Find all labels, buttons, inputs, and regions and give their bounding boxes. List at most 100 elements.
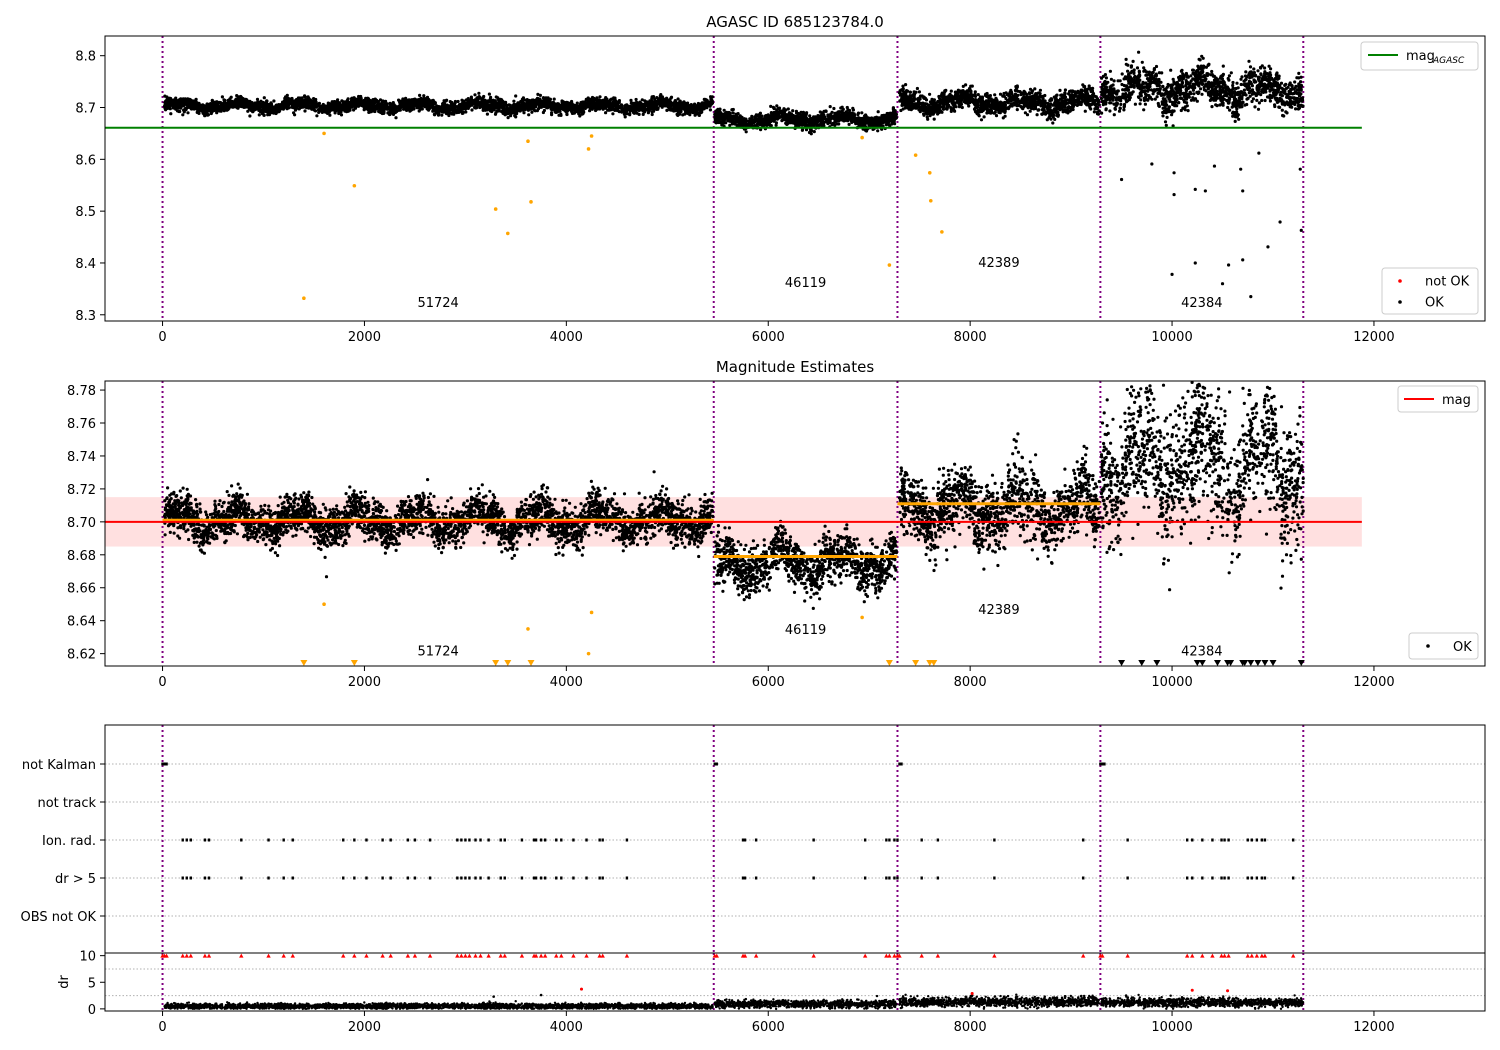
data-point [355,104,359,108]
data-point [181,113,185,117]
data-point [357,94,361,99]
data-point [449,111,453,115]
data-point [210,98,214,102]
data-point [650,110,654,114]
data-point [880,118,884,122]
data-point [300,105,304,109]
data-point [528,99,532,103]
data-point [210,110,214,114]
data-point [293,104,298,108]
data-point [375,98,379,103]
data-point [739,118,743,122]
data-point [605,99,609,103]
data-point [163,106,167,110]
data-point [780,119,784,123]
data-point [401,101,405,105]
data-point [728,111,732,115]
data-point [531,98,535,102]
data-point [733,122,737,126]
data-point [325,111,330,115]
data-point [237,95,241,99]
data-point [389,102,393,106]
data-point [437,108,441,112]
data-point [876,110,880,114]
data-point [367,105,371,109]
data-point [186,111,190,115]
data-point [654,107,659,111]
data-point [674,100,678,104]
data-point [449,101,453,105]
data-point [799,110,803,114]
data-point [313,109,318,113]
data-point [581,112,585,116]
data-point [329,106,333,111]
data-point [731,115,735,120]
data-point [555,110,560,114]
data-point [366,98,370,103]
data-point [637,108,641,112]
data-point [453,108,457,112]
data-point [527,106,531,110]
data-point [636,102,640,106]
data-point [713,118,717,122]
data-point [270,104,274,108]
data-point [473,93,477,97]
data-point [676,109,681,113]
data-point [391,112,396,116]
data-point [372,105,376,110]
data-point [256,102,260,106]
data-point [195,110,199,114]
data-point [192,105,196,109]
data-point [283,101,287,106]
data-point [513,114,517,118]
data-point [774,121,779,125]
data-point [657,97,661,101]
data-point [485,104,489,108]
data-point [539,105,543,109]
data-point [523,98,527,102]
data-point [360,100,364,104]
data-point [546,102,550,106]
data-point [647,105,652,109]
data-point [176,100,180,104]
data-point [166,105,170,109]
data-point [586,102,590,106]
data-point [398,108,402,112]
data-point [908,90,913,94]
data-point [353,97,357,101]
data-point [616,104,620,108]
data-point [494,95,498,99]
data-point [495,106,499,110]
data-point [508,108,512,112]
data-point [845,105,849,110]
data-point [749,122,754,126]
data-point [703,97,708,102]
data-point [650,100,654,105]
data-point [299,102,304,106]
data-point [736,117,740,121]
data-point [801,115,805,120]
data-point [696,107,700,111]
data-point [820,119,825,123]
data-point [500,98,504,102]
data-point [807,123,811,127]
data-point [873,123,877,127]
data-point [770,113,774,117]
data-point [589,97,594,101]
data-point [540,100,544,104]
data-point [423,101,427,105]
data-point [650,106,654,110]
data-point [341,106,345,110]
data-point [676,102,681,106]
data-point [710,101,714,105]
data-point [629,98,633,102]
data-point [724,112,728,116]
data-point [683,107,687,111]
data-point [176,105,180,110]
data-point [301,100,305,104]
data-point [552,97,556,101]
data-point [221,102,225,106]
data-point [558,104,562,109]
data-point [245,99,249,103]
data-point [440,113,444,117]
